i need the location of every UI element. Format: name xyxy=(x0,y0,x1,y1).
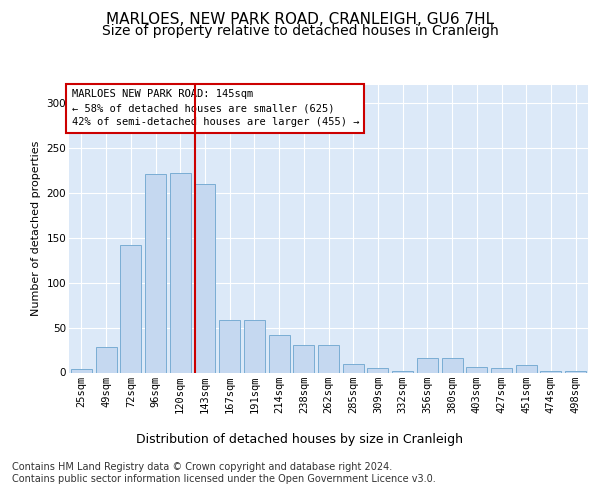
Bar xyxy=(417,358,438,372)
Bar xyxy=(367,368,388,372)
Bar xyxy=(318,344,339,372)
Bar xyxy=(541,370,562,372)
Bar xyxy=(71,369,92,372)
Bar xyxy=(95,348,116,372)
Y-axis label: Number of detached properties: Number of detached properties xyxy=(31,141,41,316)
Bar xyxy=(516,366,537,372)
Bar xyxy=(244,320,265,372)
Bar xyxy=(145,174,166,372)
Text: Contains HM Land Registry data © Crown copyright and database right 2024.: Contains HM Land Registry data © Crown c… xyxy=(12,462,392,472)
Bar xyxy=(120,245,141,372)
Bar xyxy=(343,364,364,372)
Bar xyxy=(392,370,413,372)
Bar xyxy=(269,335,290,372)
Bar xyxy=(565,370,586,372)
Bar xyxy=(491,368,512,372)
Bar xyxy=(194,184,215,372)
Text: Size of property relative to detached houses in Cranleigh: Size of property relative to detached ho… xyxy=(101,24,499,38)
Text: Distribution of detached houses by size in Cranleigh: Distribution of detached houses by size … xyxy=(137,432,464,446)
Bar xyxy=(293,344,314,372)
Bar xyxy=(170,173,191,372)
Text: Contains public sector information licensed under the Open Government Licence v3: Contains public sector information licen… xyxy=(12,474,436,484)
Bar xyxy=(466,367,487,372)
Bar xyxy=(442,358,463,372)
Text: MARLOES NEW PARK ROAD: 145sqm
← 58% of detached houses are smaller (625)
42% of : MARLOES NEW PARK ROAD: 145sqm ← 58% of d… xyxy=(71,90,359,128)
Text: MARLOES, NEW PARK ROAD, CRANLEIGH, GU6 7HL: MARLOES, NEW PARK ROAD, CRANLEIGH, GU6 7… xyxy=(106,12,494,28)
Bar xyxy=(219,320,240,372)
